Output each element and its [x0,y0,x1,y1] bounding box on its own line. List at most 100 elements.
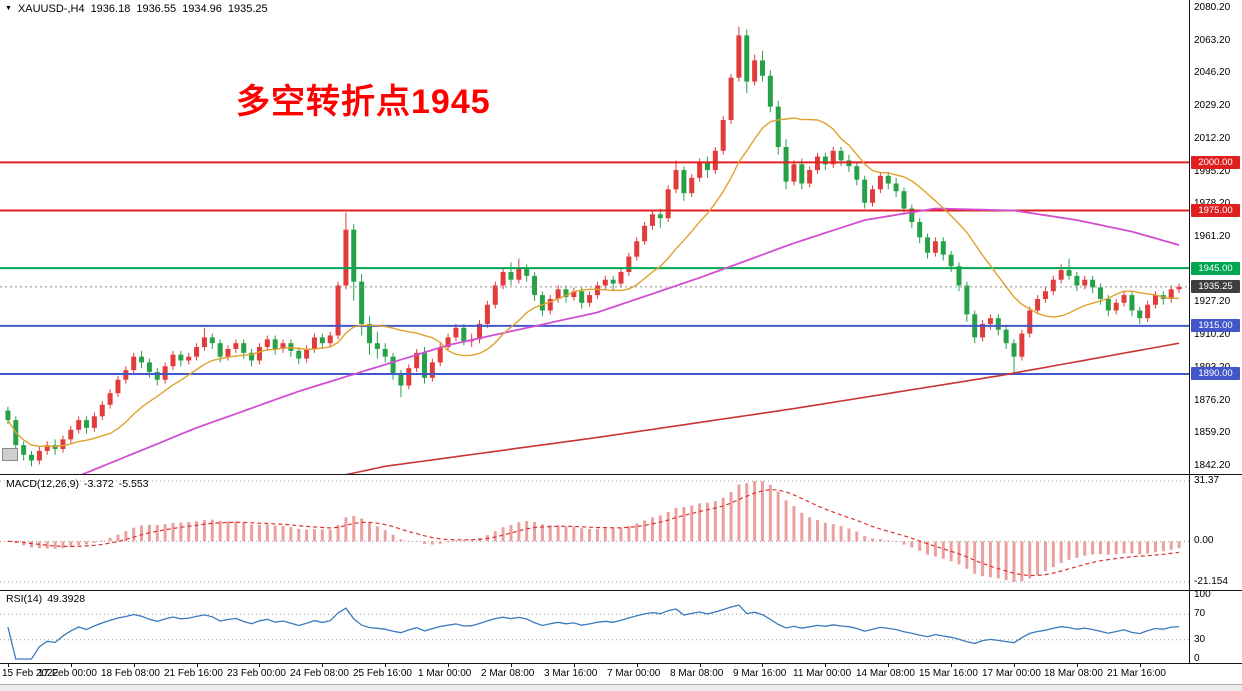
rsi-name: RSI(14) [6,593,43,605]
time-tick [888,664,889,667]
price-axis-label: 1978.20 [1194,198,1230,209]
time-axis-label: 17 Mar 00:00 [982,668,1041,679]
price-tag-1945.00[interactable]: 1945.00 [1191,262,1240,275]
macd-histogram [6,481,1181,582]
time-tick [762,664,763,667]
time-axis-label: 8 Mar 08:00 [670,668,724,679]
expand-triangle-icon[interactable]: ▼ [5,5,12,12]
time-axis-label: 3 Mar 16:00 [544,668,598,679]
macd-axis-label: -21.154 [1194,576,1228,587]
horizontal-lines [0,161,1189,375]
moving-averages [7,117,1180,474]
price-axis-label: 1842.20 [1194,460,1231,471]
time-tick [951,664,952,667]
annotation-text[interactable]: 多空转折点1945 [236,83,491,121]
time-axis-label: 2 Mar 08:00 [481,668,535,679]
time-tick [700,664,701,667]
time-axis-label: 15 Feb 2022 [2,668,59,679]
time-tick [511,664,512,667]
price-axis-label: 2063.20 [1194,35,1231,46]
macd-name: MACD(12,26,9) [6,478,79,490]
rsi-axis-label: 100 [1194,589,1211,600]
time-axis-label: 18 Feb 08:00 [101,668,160,679]
time-tick [259,664,260,667]
price-chart-canvas[interactable] [0,0,1189,474]
time-tick [71,664,72,667]
time-axis-label: 14 Mar 08:00 [856,668,915,679]
price-tag-1890.00[interactable]: 1890.00 [1191,367,1240,380]
macd-canvas[interactable] [0,475,1189,590]
rsi-value: 49.3928 [47,593,86,605]
time-tick [574,664,575,667]
time-axis-label: 23 Feb 00:00 [227,668,286,679]
time-tick [8,664,9,667]
macd-panel[interactable] [0,475,1242,591]
price-tag-2000.00[interactable]: 2000.00 [1191,156,1240,169]
time-tick [197,664,198,667]
time-tick [448,664,449,667]
time-axis-label: 21 Feb 16:00 [164,668,223,679]
price-axis-label: 2046.20 [1194,67,1231,78]
time-axis-label: 18 Mar 08:00 [1044,668,1103,679]
time-tick [385,664,386,667]
price-axis-label: 2080.20 [1194,2,1231,13]
price-axis-label: 1995.20 [1194,166,1231,177]
rsi-label-line: RSI(14) 49.3928 [6,593,90,605]
price-axis-label: 1961.20 [1194,231,1231,242]
price-axis-separator [1189,0,1190,664]
time-tick [825,664,826,667]
quote-low: 1934.96 [182,3,222,15]
time-tick [637,664,638,667]
time-axis[interactable]: 15 Feb 2022 17 Feb 00:00 18 Feb 08:00 21 Fe… [0,664,1242,684]
rsi-line [7,604,1180,660]
ma-fast-line [7,117,1180,448]
candles [5,26,1182,467]
time-axis-label: 1 Mar 00:00 [418,668,472,679]
bottom-strip [0,684,1242,691]
symbol-timeframe-label: XAUUSD-,H4 [17,3,85,15]
time-axis-label: 25 Feb 16:00 [353,668,412,679]
time-axis-label: 11 Mar 00:00 [793,668,852,679]
price-axis-label: 1876.20 [1194,395,1231,406]
quote-open: 1936.18 [90,3,131,15]
macd-value-main: -3.372 [83,478,114,490]
price-axis-label: 1927.20 [1194,296,1231,307]
quick-nav-box[interactable] [2,448,18,461]
rsi-axis-label: 30 [1194,634,1206,645]
symbol-info-line: ▼ XAUUSD-,H4 1936.18 1936.55 1934.96 1935.25 [5,3,274,15]
rsi-panel[interactable] [0,591,1242,664]
time-tick [1014,664,1015,667]
macd-axis-label: 31.37 [1194,475,1220,486]
time-axis-label: 7 Mar 00:00 [607,668,661,679]
price-chart-panel[interactable]: ▼ XAUUSD-,H4 1936.18 1936.55 1934.96 1935.25 … [0,0,1242,475]
time-axis-label: 24 Feb 08:00 [290,668,349,679]
time-axis-label: 9 Mar 16:00 [733,668,787,679]
time-axis-label: 21 Mar 16:00 [1107,668,1166,679]
time-tick [134,664,135,667]
rsi-canvas[interactable] [0,591,1189,663]
time-axis-label: 15 Mar 16:00 [919,668,978,679]
price-axis-label: 2029.20 [1194,100,1231,111]
macd-label-line: MACD(12,26,9) -3.372 -5.553 [6,478,154,490]
price-axis-label: 1910.20 [1194,329,1231,340]
ma-slow-line [345,342,1180,474]
current-price-tag: 1935.25 [1191,280,1240,293]
ma-mid-line [80,207,1180,474]
macd-gridlines [0,480,1189,583]
time-tick [1140,664,1141,667]
macd-axis-label: 0.00 [1194,535,1214,546]
price-tag-1975.00[interactable]: 1975.00 [1191,204,1240,217]
time-tick [322,664,323,667]
price-axis-label: 2012.20 [1194,133,1231,144]
price-tag-1915.00[interactable]: 1915.00 [1191,319,1240,332]
macd-signal-line [7,488,1180,577]
time-tick [1077,664,1078,667]
rsi-axis-label: 70 [1194,608,1206,619]
quote-high: 1936.55 [136,3,177,15]
time-axis-label: 17 Feb 00:00 [38,668,97,679]
rsi-axis-label: 0 [1194,653,1200,664]
macd-value-signal: -5.553 [118,478,149,490]
quote-close: 1935.25 [227,3,268,15]
price-axis-label: 1859.20 [1194,427,1231,438]
